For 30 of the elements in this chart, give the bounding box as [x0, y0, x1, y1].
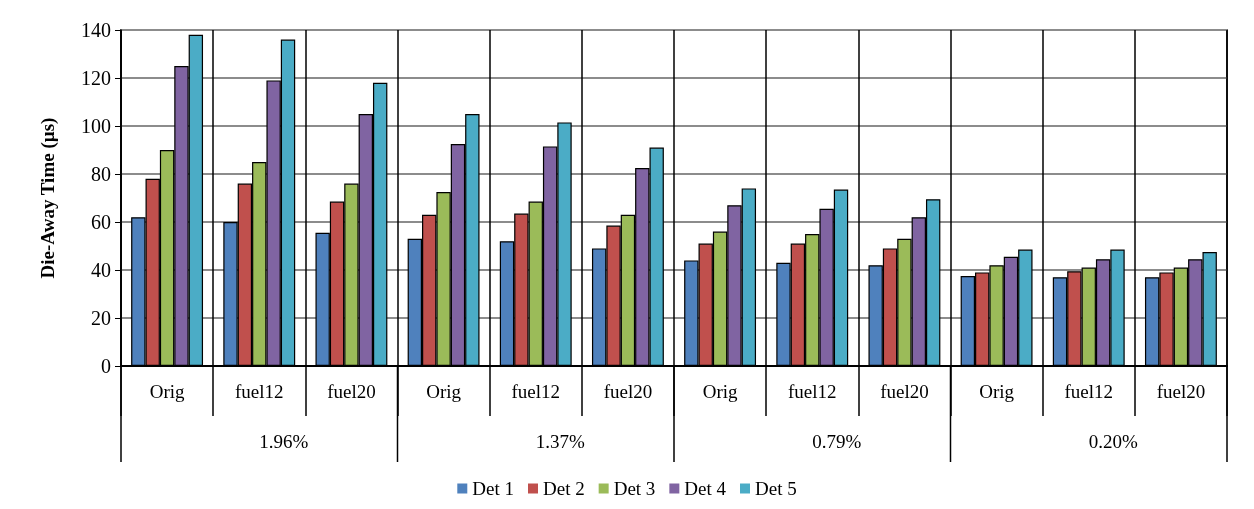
x-tick-label: Orig — [426, 381, 462, 402]
x-tick-label: fuel20 — [327, 381, 376, 402]
x-tick-label: fuel20 — [880, 381, 929, 402]
y-tick-label: 0 — [101, 355, 111, 377]
legend-label: Det 3 — [613, 478, 656, 499]
y-tick-label: 20 — [91, 307, 111, 329]
legend-label: Det 4 — [684, 478, 727, 499]
y-tick-label: 40 — [91, 259, 111, 281]
x-tick-label: fuel12 — [511, 381, 561, 402]
text: 0.20% — [1088, 431, 1138, 452]
y-tick-label: 140 — [81, 19, 111, 41]
text: 0.79% — [812, 431, 862, 452]
y-tick-label: 60 — [91, 211, 111, 233]
y-tick-label: 80 — [91, 163, 111, 185]
x-tick-label: Orig — [702, 381, 738, 402]
x-tick-label: Orig — [149, 381, 185, 402]
x-tick-label: fuel20 — [1156, 381, 1206, 402]
x-tick-label: fuel12 — [234, 381, 284, 402]
x-tick-label: fuel12 — [787, 381, 837, 402]
legend-label: Det 5 — [755, 478, 797, 499]
x-tick-label: fuel20 — [603, 381, 653, 402]
x-tick-label: Orig — [979, 381, 1015, 402]
x-tick-label: fuel12 — [1064, 381, 1114, 402]
text: 1.96% — [259, 431, 309, 452]
legend-label: Det 1 — [472, 478, 514, 499]
text: 1.37% — [535, 431, 585, 452]
y-tick-label: 100 — [81, 115, 111, 137]
legend-label: Det 2 — [542, 478, 585, 499]
y-axis-title: Die-Away Time (µs) — [37, 117, 59, 279]
y-tick-label: 120 — [81, 67, 111, 89]
